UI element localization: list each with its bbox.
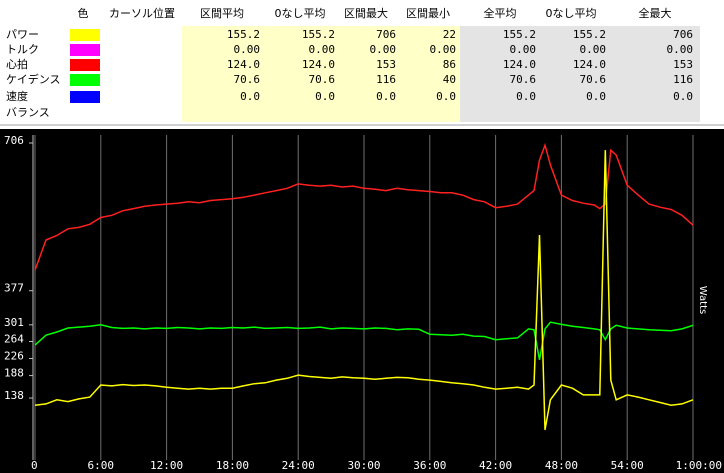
- column-header: カーソル位置: [109, 6, 175, 20]
- y-tick-label: 264: [4, 332, 24, 345]
- y-tick-label: 226: [4, 350, 24, 363]
- row-label: 心拍: [6, 57, 28, 71]
- cell: 153: [376, 58, 396, 71]
- color-swatch: [70, 44, 100, 56]
- cell: 0.0: [516, 90, 536, 103]
- column-header: 色: [78, 6, 89, 20]
- cell: 0.0: [436, 90, 456, 103]
- column-header: 区間最大: [344, 6, 388, 20]
- x-tick-label: 30:00: [347, 459, 380, 472]
- cell: 0.0: [376, 90, 396, 103]
- cell: 124.0: [302, 58, 335, 71]
- color-swatch: [70, 59, 100, 71]
- cell: 124.0: [503, 58, 536, 71]
- x-tick-label: 24:00: [282, 459, 315, 472]
- cell: 0.0: [586, 90, 606, 103]
- y-tick-label: 301: [4, 316, 24, 329]
- column-header: 全最大: [639, 6, 672, 20]
- y-tick-label: 188: [4, 367, 24, 380]
- column-header: 0なし平均: [275, 7, 326, 20]
- cell: 116: [673, 73, 693, 86]
- cell: 22: [443, 28, 456, 41]
- cell: 116: [376, 73, 396, 86]
- cell: 70.6: [234, 73, 261, 86]
- column-header: 区間最小: [406, 7, 450, 20]
- x-tick-label: 48:00: [545, 459, 578, 472]
- cell: 0.0: [315, 90, 335, 103]
- cell: 0.00: [580, 43, 607, 56]
- cell: 155.2: [503, 28, 536, 41]
- cell: 124.0: [227, 58, 260, 71]
- row-label: パワー: [6, 28, 39, 41]
- row-label: トルク: [6, 43, 39, 56]
- color-swatch: [70, 29, 100, 41]
- series-line: [34, 321, 694, 361]
- column-header: 0なし平均: [546, 7, 597, 20]
- cell: 0.0: [673, 90, 693, 103]
- row-label: バランス: [6, 106, 50, 119]
- cell: 0.00: [309, 43, 336, 56]
- cell: 0.00: [234, 43, 261, 56]
- y-tick-label: 138: [4, 389, 24, 402]
- x-tick-label: 6:00: [88, 459, 115, 472]
- y-tick-label: 377: [4, 282, 24, 295]
- y-axis-title: Watts: [697, 286, 708, 314]
- cell: 40: [443, 73, 456, 86]
- column-header: 区間平均: [200, 7, 244, 20]
- series-line: [34, 142, 694, 271]
- cell: 0.00: [370, 43, 397, 56]
- cell: 155.2: [573, 28, 606, 41]
- row-label: ケイデンス: [6, 72, 61, 86]
- cell: 155.2: [302, 28, 335, 41]
- x-tick-label: 18:00: [216, 459, 249, 472]
- x-tick-label: 0: [31, 459, 38, 472]
- cell: 70.6: [580, 73, 607, 86]
- cell: 0.0: [240, 90, 260, 103]
- cell: 155.2: [227, 28, 260, 41]
- x-tick-label: 42:00: [479, 459, 512, 472]
- chart-background: [0, 129, 724, 473]
- y-tick-label: 706: [4, 134, 24, 147]
- cell: 86: [443, 58, 456, 71]
- cell: 0.00: [430, 43, 457, 56]
- series-line: [34, 150, 694, 431]
- total-highlight: [460, 26, 700, 122]
- cell: 70.6: [309, 73, 336, 86]
- cell: 124.0: [573, 58, 606, 71]
- row-label: 速度: [6, 89, 28, 103]
- x-tick-label: 54:00: [611, 459, 644, 472]
- cell: 706: [376, 28, 396, 41]
- color-swatch: [70, 74, 100, 86]
- x-tick-label: 36:00: [413, 459, 446, 472]
- cell: 706: [673, 28, 693, 41]
- cell: 0.00: [667, 43, 694, 56]
- color-swatch: [70, 91, 100, 103]
- column-header: 全平均: [484, 6, 517, 20]
- cell: 153: [673, 58, 693, 71]
- cell: 70.6: [510, 73, 537, 86]
- section-highlight: [182, 26, 460, 122]
- x-tick-label: 1:00:00: [676, 459, 722, 472]
- x-tick-label: 12:00: [150, 459, 183, 472]
- cell: 0.00: [510, 43, 537, 56]
